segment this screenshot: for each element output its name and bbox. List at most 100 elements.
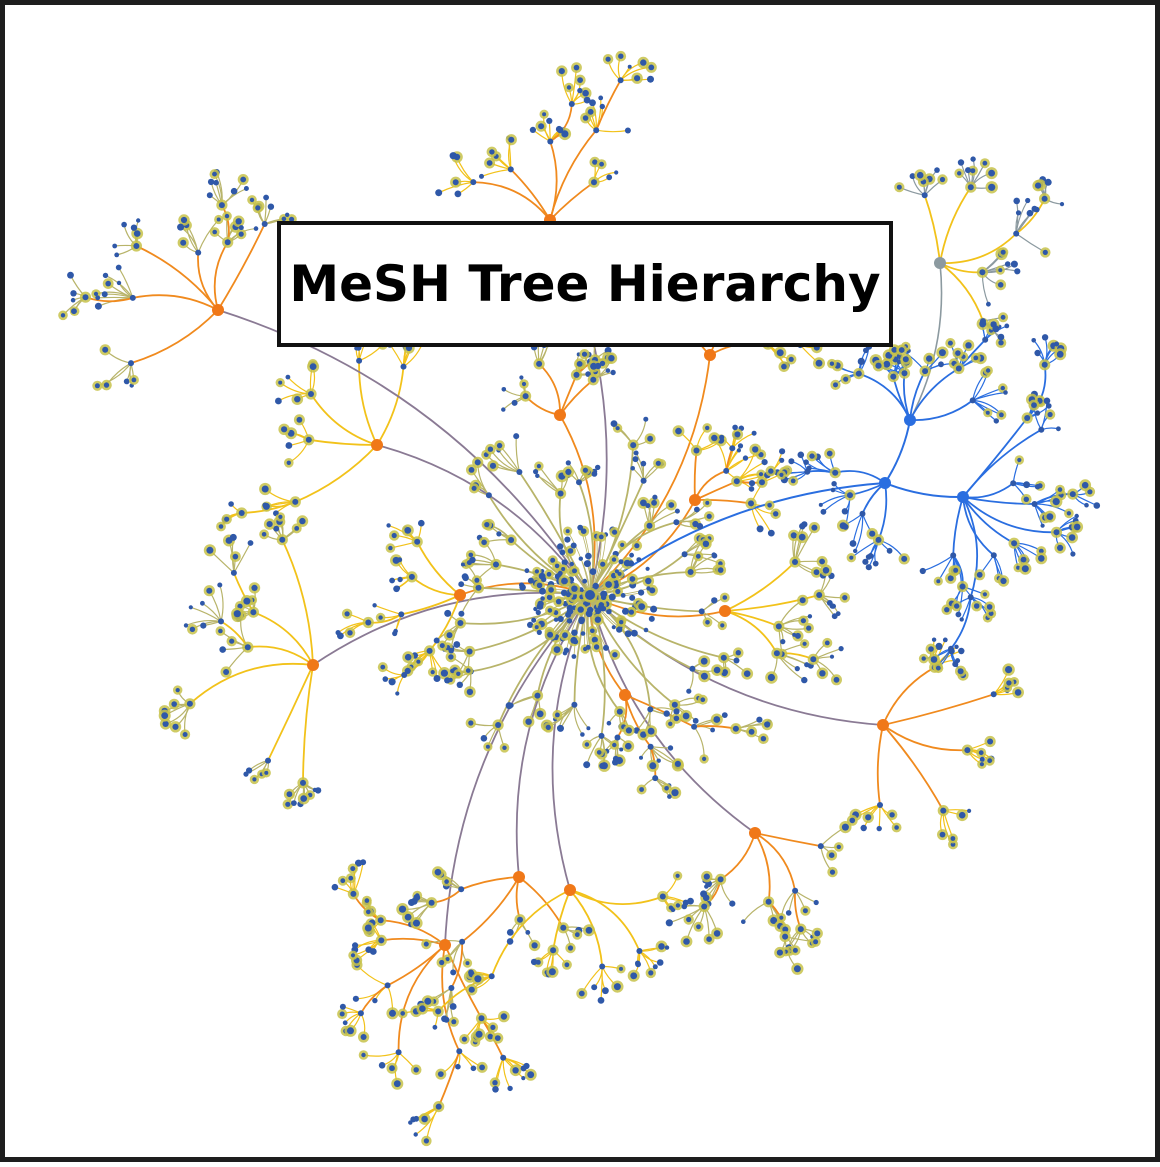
tree-node [587, 607, 593, 613]
tree-node [694, 507, 700, 513]
tree-node [644, 628, 649, 633]
tree-node [1001, 315, 1006, 320]
tree-node [590, 568, 597, 575]
tree-node [673, 708, 679, 714]
tree-node [605, 581, 612, 588]
tree-node [600, 591, 607, 598]
tree-node [676, 874, 680, 878]
tree-node [752, 446, 758, 452]
tree-node [1016, 210, 1021, 215]
tree-node [372, 998, 377, 1003]
tree-edge [539, 364, 560, 415]
tree-node [1034, 350, 1040, 356]
tree-edge [459, 1051, 473, 1068]
tree-node [713, 716, 720, 723]
tree-node [697, 523, 703, 529]
tree-node [595, 363, 601, 369]
tree-node [686, 917, 691, 922]
tree-node [568, 945, 573, 950]
tree-node [998, 268, 1002, 272]
tree-node [718, 876, 724, 882]
tree-node [795, 666, 800, 671]
tree-node [809, 453, 814, 458]
tree-node [988, 184, 995, 191]
tree-node [779, 916, 783, 920]
tree-node [808, 614, 812, 618]
tree-node [638, 603, 645, 610]
tree-edge [721, 833, 755, 879]
tree-node [626, 727, 632, 733]
tree-node [225, 214, 229, 218]
tree-node [720, 623, 724, 627]
tree-node [360, 859, 366, 865]
tree-node [869, 531, 875, 537]
tree-node [351, 953, 355, 957]
tree-node [830, 870, 835, 875]
tree-node [472, 486, 477, 491]
tree-edge [694, 726, 736, 729]
tree-node [793, 948, 798, 953]
tree-node [577, 525, 583, 531]
tree-node [469, 987, 475, 993]
tree-edge [438, 976, 492, 1011]
tree-node [704, 349, 716, 361]
tree-node [180, 240, 186, 246]
tree-node [939, 349, 946, 356]
tree-edge [574, 705, 582, 735]
tree-node [70, 290, 76, 296]
tree-node [200, 601, 205, 606]
tree-node [706, 936, 712, 942]
tree-edge [570, 890, 639, 951]
tree-node [564, 648, 570, 654]
tree-node [1035, 410, 1040, 415]
tree-node [591, 984, 597, 990]
tree-node [508, 537, 514, 543]
tree-node [343, 1020, 348, 1025]
tree-node [999, 413, 1004, 418]
tree-node [279, 537, 285, 543]
tree-node [239, 232, 244, 237]
tree-node [806, 626, 811, 631]
tree-node [823, 567, 830, 574]
tree-node [577, 77, 583, 83]
tree-node [850, 540, 857, 547]
tree-node [639, 787, 644, 792]
tree-node [860, 511, 866, 517]
tree-node [729, 901, 735, 907]
tree-node [350, 891, 356, 897]
tree-node [466, 668, 471, 673]
tree-node [837, 845, 841, 849]
tree-node [657, 959, 664, 966]
tree-node [95, 295, 100, 300]
tree-node [281, 426, 287, 432]
tree-node [490, 1025, 495, 1030]
tree-node [532, 942, 538, 948]
tree-node [356, 358, 362, 364]
tree-node [894, 825, 899, 830]
tree-edge [883, 694, 994, 725]
tree-node [570, 562, 574, 566]
tree-edge [953, 497, 963, 555]
tree-node [629, 610, 634, 615]
tree-node [550, 947, 556, 953]
diagram-title: MeSH Tree Hierarchy [289, 255, 880, 313]
tree-node [549, 968, 556, 975]
tree-node [492, 1080, 497, 1085]
tree-node [579, 557, 583, 561]
tree-node [748, 500, 754, 506]
tree-node [619, 559, 624, 564]
tree-node [599, 535, 604, 540]
tree-node [705, 426, 709, 430]
tree-node [187, 701, 193, 707]
tree-node [486, 492, 492, 498]
tree-node [508, 137, 514, 143]
tree-node [757, 525, 764, 532]
tree-node [83, 294, 89, 300]
tree-node [640, 59, 646, 65]
tree-node [531, 959, 537, 965]
tree-node [957, 171, 961, 175]
tree-node [668, 722, 672, 726]
tree-node [714, 667, 721, 674]
tree-node [507, 929, 514, 936]
tree-node [601, 606, 606, 611]
